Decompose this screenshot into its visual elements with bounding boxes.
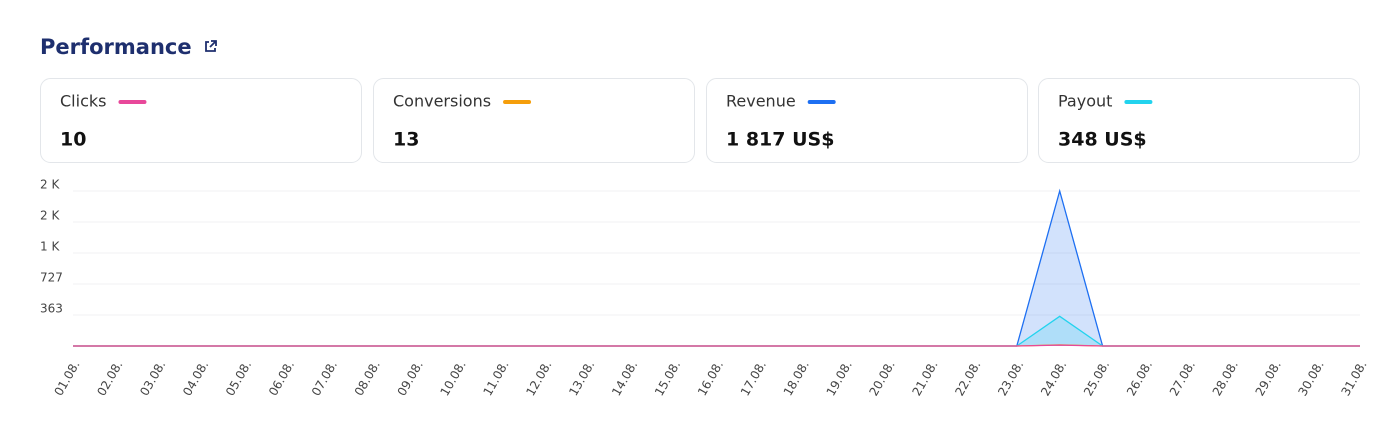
x-tick-label: 17.08. [738, 358, 769, 398]
area-fill [73, 316, 1360, 346]
x-tick-label: 14.08. [609, 358, 640, 398]
x-tick-label: 10.08. [438, 358, 469, 398]
x-tick-label: 03.08. [137, 358, 168, 398]
x-tick-label: 01.08. [51, 358, 82, 398]
y-tick-label: 1 K [40, 240, 60, 254]
card [373, 78, 695, 163]
x-tick-label: 11.08. [480, 358, 511, 398]
x-tick-label: 21.08. [909, 358, 940, 398]
y-tick-label: 2 K [40, 178, 60, 192]
x-tick-label: 04.08. [180, 358, 211, 398]
y-tick-label: 363 [40, 302, 63, 316]
area-fill [73, 191, 1360, 346]
title: Performance [40, 35, 192, 59]
card-value: 13 [393, 129, 419, 151]
x-tick-label: 15.08. [652, 358, 683, 398]
series-line [73, 315, 1360, 347]
x-tick-label: 23.08. [995, 358, 1026, 398]
icon-box [205, 41, 216, 52]
y-tick-label: 727 [40, 270, 63, 284]
x-tick-label: 27.08. [1167, 358, 1198, 398]
x-tick-label: 22.08. [952, 358, 983, 398]
card-label: Payout [1058, 92, 1112, 111]
x-tick-label: 07.08. [309, 358, 340, 398]
card-value: 348 US$ [1058, 129, 1147, 151]
card-label: Clicks [60, 92, 106, 111]
x-tick-label: 06.08. [266, 358, 297, 398]
card-label: Conversions [393, 92, 491, 111]
card [1038, 78, 1360, 163]
x-tick-label: 28.08. [1210, 358, 1241, 398]
card [40, 78, 362, 163]
x-tick-label: 13.08. [566, 358, 597, 398]
x-tick-label: 16.08. [695, 358, 726, 398]
x-tick-label: 20.08. [867, 358, 898, 398]
x-tick-label: 18.08. [781, 358, 812, 398]
x-tick-label: 19.08. [824, 358, 855, 398]
x-tick-label: 31.08. [1338, 358, 1369, 398]
card-value: 1 817 US$ [726, 129, 834, 151]
card [706, 78, 1028, 163]
x-tick-label: 12.08. [523, 358, 554, 398]
x-tick-label: 09.08. [395, 358, 426, 398]
x-tick-label: 05.08. [223, 358, 254, 398]
series-line [73, 344, 1360, 347]
series-line [73, 188, 1360, 347]
icon-arrow [209, 40, 217, 48]
x-tick-label: 29.08. [1253, 358, 1284, 398]
x-tick-label: 25.08. [1081, 358, 1112, 398]
card-value: 10 [60, 129, 86, 151]
x-tick-label: 08.08. [352, 358, 383, 398]
x-tick-label: 24.08. [1038, 358, 1069, 398]
card-label: Revenue [726, 92, 796, 111]
x-tick-label: 02.08. [94, 358, 125, 398]
y-tick-label: 2 K [40, 208, 60, 222]
x-tick-label: 26.08. [1124, 358, 1155, 398]
x-tick-label: 30.08. [1296, 358, 1327, 398]
external-link-icon[interactable] [205, 40, 217, 52]
